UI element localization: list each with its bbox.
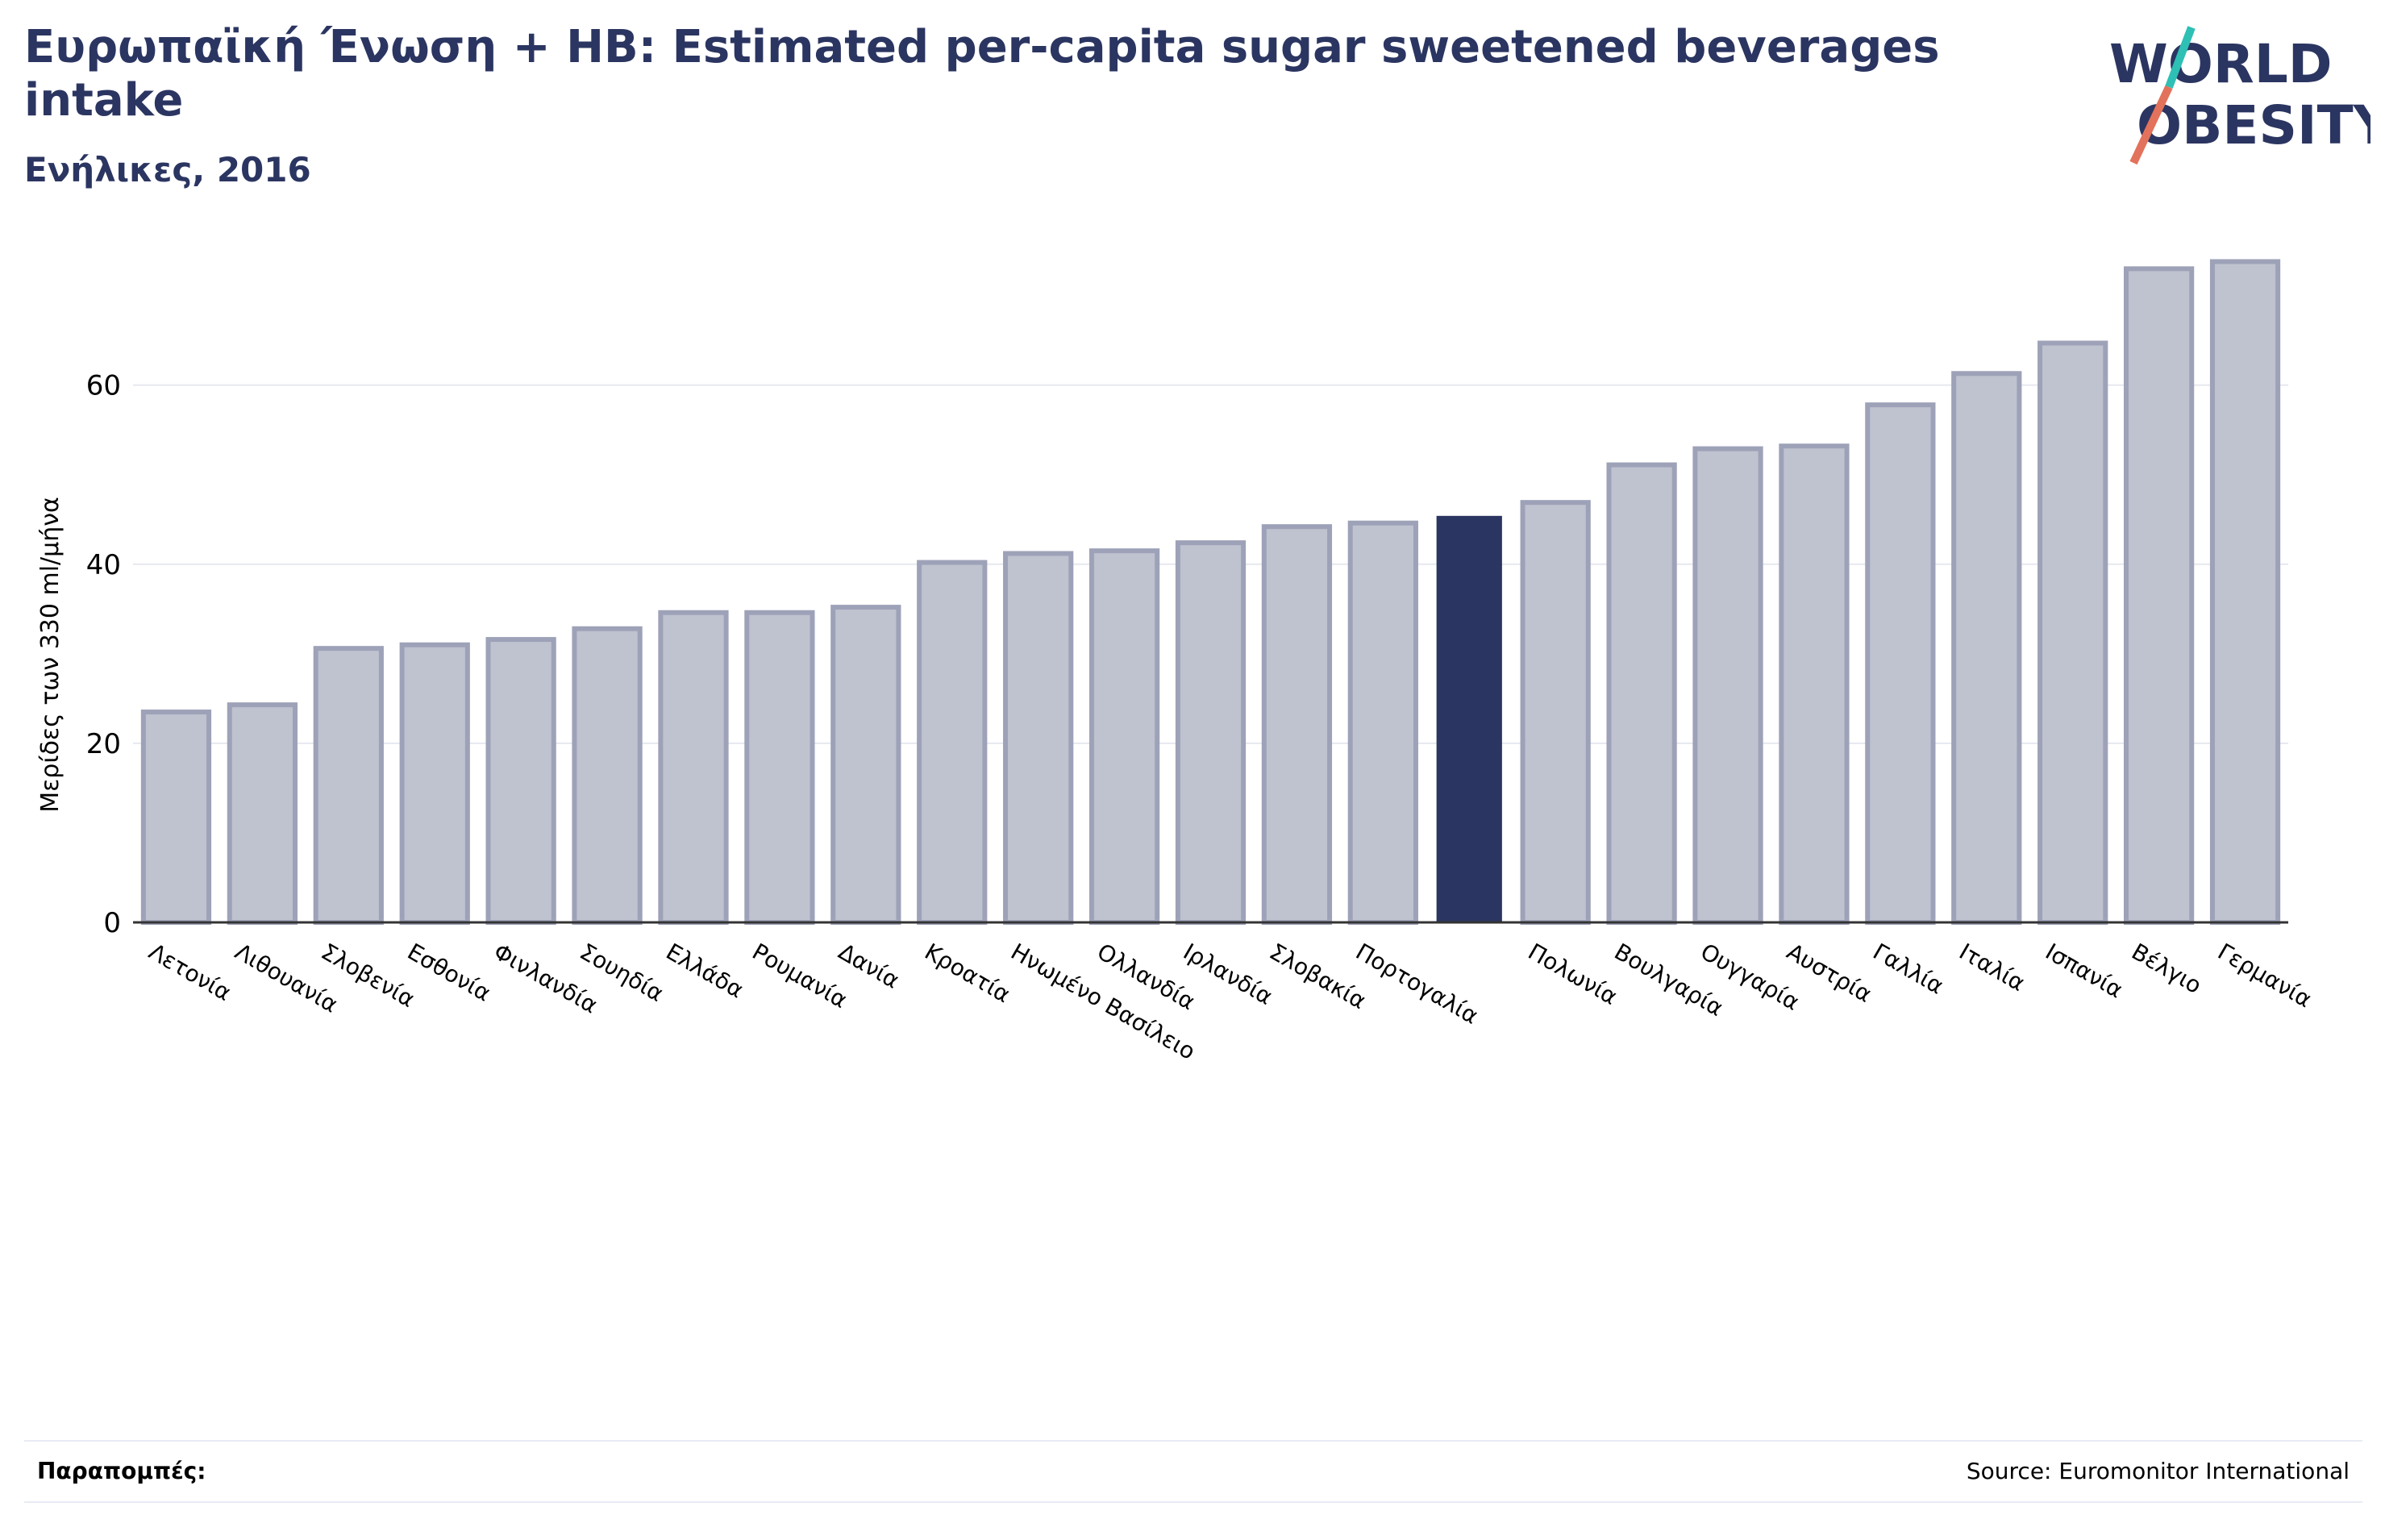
x-tick-label: Γερμανία <box>2213 938 2316 1013</box>
x-tick-label: Εσθονία <box>403 938 496 1006</box>
y-tick-label: 0 <box>103 907 121 939</box>
chart-subtitle: Ενήλικες, 2016 <box>24 150 311 189</box>
bar <box>1088 548 1160 925</box>
x-tick-label: Βέλγιο <box>2127 938 2206 999</box>
source-text: Source: Euromonitor International <box>1966 1458 2350 1484</box>
logo-slash-top <box>2165 26 2196 89</box>
bar <box>227 702 298 925</box>
y-tick-label: 20 <box>86 728 121 760</box>
bar <box>744 610 815 925</box>
bar <box>1865 402 1936 925</box>
bar <box>1606 462 1677 925</box>
x-tick-label: Κροατία <box>920 938 1014 1008</box>
bar <box>917 560 988 925</box>
x-tick-label: Ρουμανία <box>747 938 851 1013</box>
bar <box>1520 500 1591 925</box>
bar <box>313 646 384 925</box>
bar <box>485 637 556 925</box>
x-tick-label: Σλοβακία <box>1265 938 1371 1014</box>
bar <box>572 626 643 925</box>
bar <box>140 710 212 925</box>
x-tick-label: Πολωνία <box>1524 938 1622 1009</box>
bar <box>1261 524 1333 925</box>
y-tick-label: 40 <box>86 549 121 581</box>
x-tick-label: Ιταλία <box>1954 938 2029 997</box>
y-tick-label: 60 <box>86 370 121 402</box>
notes-label: Παραπομπές: <box>37 1458 206 1484</box>
bar <box>2209 259 2281 925</box>
bar <box>1175 540 1247 925</box>
logo-line2: OBESITY <box>2137 94 2370 156</box>
x-tick-label: Ελλάδα <box>661 938 747 1003</box>
bar <box>1003 551 1074 925</box>
bar <box>1779 443 1850 925</box>
bar <box>1951 371 2022 925</box>
bar <box>830 605 901 925</box>
x-tick-label: Πορτογαλία <box>1351 938 1483 1029</box>
bar <box>2037 340 2108 925</box>
x-tick-label: Λετονία <box>144 938 235 1006</box>
chart-title: Ευρωπαϊκή Ένωση + ΗΒ: Estimated per-capi… <box>24 21 1940 127</box>
bar <box>399 642 470 925</box>
bar <box>658 610 729 925</box>
bar <box>1347 520 1418 925</box>
x-tick-label: Γαλλία <box>1868 938 1948 999</box>
y-axis-label: Μερίδες των 330 ml/μήνα <box>36 497 65 813</box>
footer-bar: Παραπομπές: Source: Euromonitor Internat… <box>24 1440 2362 1503</box>
logo-line1: WORLD <box>2109 33 2333 95</box>
logo-slash-bottom <box>2129 85 2173 165</box>
world-obesity-logo: WORLD OBESITY <box>2109 26 2370 165</box>
bar-highlight <box>1436 515 1502 922</box>
bar <box>1692 446 1763 925</box>
bar <box>2123 266 2195 925</box>
x-tick-label: Ισπανία <box>2041 938 2127 1003</box>
